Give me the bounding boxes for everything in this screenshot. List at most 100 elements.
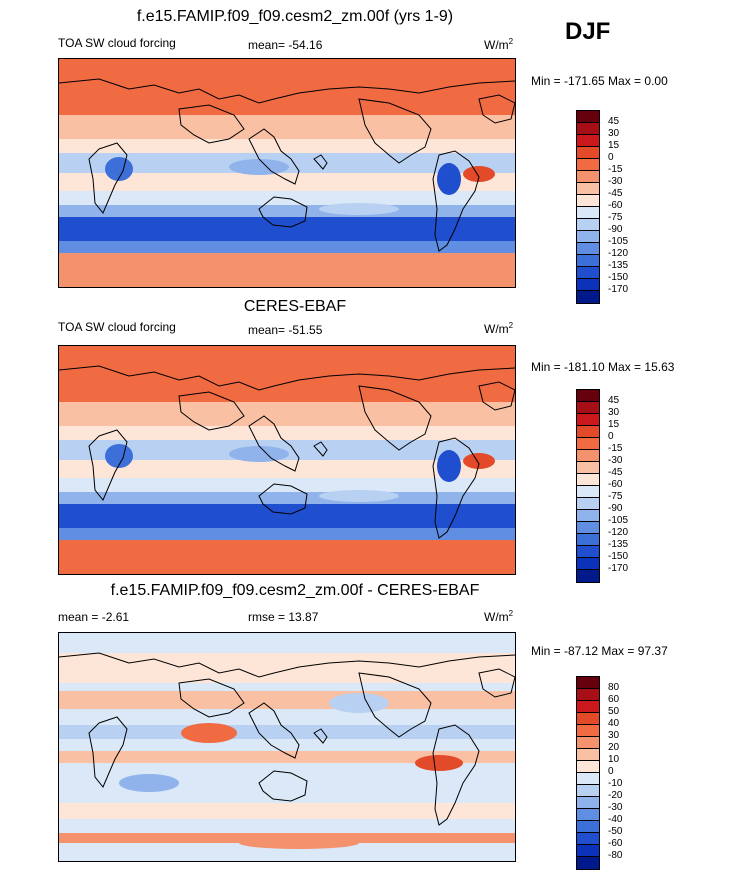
coastline — [258, 483, 308, 515]
coastline — [248, 702, 300, 759]
coastline — [178, 678, 245, 718]
field-band — [59, 191, 515, 205]
colorbar-box — [577, 558, 599, 570]
field-band — [59, 241, 515, 253]
colorbar-tick-label: 40 — [608, 718, 620, 729]
field-blob — [437, 450, 461, 482]
colorbar-box — [577, 821, 599, 833]
colorbar-tick-label: -135 — [608, 539, 629, 550]
colorbar-box — [577, 773, 599, 785]
colorbar-tick-label: -150 — [608, 272, 629, 283]
field-band — [59, 139, 515, 153]
colorbar-tick-label: 45 — [608, 395, 620, 406]
colorbar-box — [577, 426, 599, 438]
field-blob — [329, 693, 389, 713]
colorbar-box — [577, 713, 599, 725]
coastline — [258, 770, 308, 802]
colorbar-tick-label: -30 — [608, 176, 623, 187]
colorbar-tick-label: -90 — [608, 503, 623, 514]
colorbar-tick-label: 30 — [608, 128, 620, 139]
colorbar-tick-label: -20 — [608, 790, 623, 801]
colorbar-box — [577, 546, 599, 558]
coastline — [178, 391, 245, 431]
colorbar-box — [577, 123, 599, 135]
colorbar-tick-label: 10 — [608, 754, 620, 765]
colorbar-tick-label: -150 — [608, 551, 629, 562]
field-band — [59, 751, 515, 763]
colorbar-tick-label: 20 — [608, 742, 620, 753]
panel-3-units: W/m2 — [484, 609, 514, 624]
field-band — [59, 253, 515, 287]
panel-1-minmax: Min = -171.65 Max = 0.00 — [531, 74, 668, 88]
coastline — [59, 78, 515, 104]
colorbar-tick-label: -10 — [608, 778, 623, 789]
coastline — [313, 728, 328, 744]
coastline — [358, 672, 432, 738]
colorbar-box — [577, 474, 599, 486]
field-band — [59, 153, 515, 173]
colorbar-box — [577, 785, 599, 797]
field-band — [59, 115, 515, 139]
coastline — [88, 142, 128, 214]
coastline — [248, 415, 300, 472]
colorbar-box — [577, 797, 599, 809]
field-band — [59, 478, 515, 492]
field-blob — [463, 453, 495, 469]
colorbar-tick-label: -45 — [608, 188, 623, 199]
field-blob — [415, 755, 463, 771]
panel-2-minmax: Min = -181.10 Max = 15.63 — [531, 360, 675, 374]
colorbar-tick-label: -120 — [608, 248, 629, 259]
colorbar-box — [577, 677, 599, 689]
colorbar-box — [577, 255, 599, 267]
field-band — [59, 205, 515, 217]
colorbar-box — [577, 219, 599, 231]
colorbar-tick-label: 60 — [608, 694, 620, 705]
colorbar-tick-label: -50 — [608, 826, 623, 837]
field-band — [59, 504, 515, 528]
field-blob — [181, 723, 237, 743]
field-blob — [239, 837, 359, 849]
colorbar-box — [577, 414, 599, 426]
colorbar-tick-label: 50 — [608, 706, 620, 717]
colorbar-tick-label: -40 — [608, 814, 623, 825]
panel-3-left-label: mean = -2.61 — [58, 610, 130, 624]
colorbar-box — [577, 498, 599, 510]
colorbar-tick-label: -120 — [608, 527, 629, 538]
coastline — [432, 437, 480, 539]
panel-1-colorbar — [576, 110, 600, 304]
field-band — [59, 492, 515, 504]
panel-2-title: CERES-EBAF — [243, 298, 347, 315]
colorbar-box — [577, 809, 599, 821]
colorbar-tick-label: -15 — [608, 164, 623, 175]
colorbar-tick-label: 45 — [608, 116, 620, 127]
coastline — [59, 365, 515, 391]
colorbar-box — [577, 267, 599, 279]
colorbar-tick-label: 0 — [608, 152, 614, 163]
panel-2-center-label: mean= -51.55 — [248, 323, 323, 337]
field-band — [59, 653, 515, 683]
colorbar-box — [577, 231, 599, 243]
colorbar-tick-label: -170 — [608, 284, 629, 295]
colorbar-box — [577, 402, 599, 414]
colorbar-tick-label: -60 — [608, 838, 623, 849]
field-blob — [437, 163, 461, 195]
panel-2-map — [58, 345, 516, 575]
field-blob — [319, 490, 399, 502]
colorbar-box — [577, 462, 599, 474]
colorbar-box — [577, 207, 599, 219]
colorbar-box — [577, 701, 599, 713]
colorbar-tick-label: -30 — [608, 455, 623, 466]
panel-1-title: f.e15.FAMIP.f09_f09.cesm2_zm.00f (yrs 1-… — [136, 8, 454, 25]
colorbar-tick-label: 30 — [608, 407, 620, 418]
field-blob — [463, 166, 495, 182]
colorbar-tick-label: -45 — [608, 467, 623, 478]
colorbar-box — [577, 291, 599, 303]
panel-1-left-label: TOA SW cloud forcing — [58, 36, 176, 50]
colorbar-box — [577, 195, 599, 207]
panel-1-map — [58, 58, 516, 288]
field-band — [59, 528, 515, 540]
coastline — [88, 716, 128, 788]
colorbar-box — [577, 534, 599, 546]
colorbar-box — [577, 171, 599, 183]
colorbar-tick-label: -75 — [608, 212, 623, 223]
